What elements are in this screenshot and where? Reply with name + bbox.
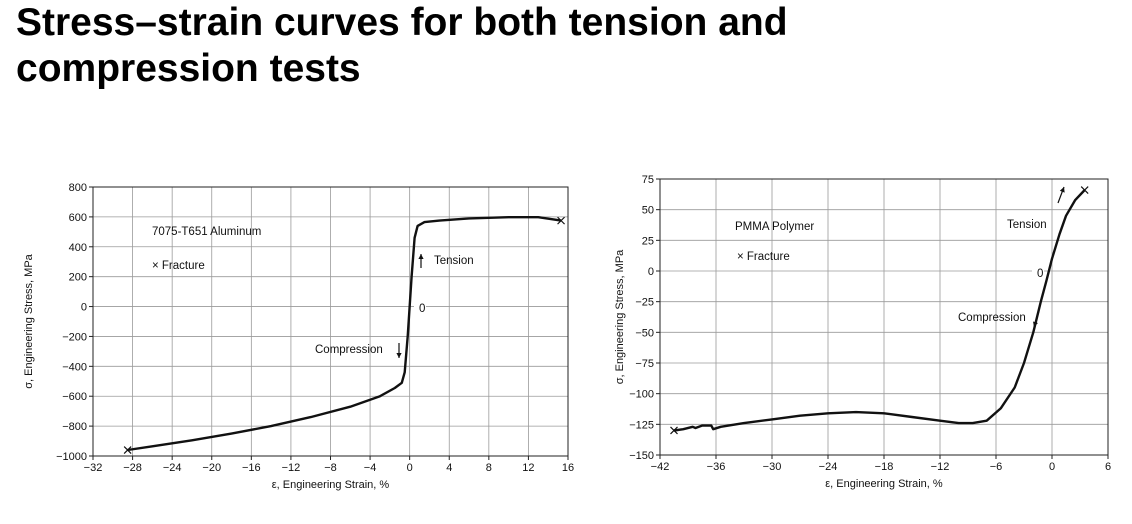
y-tick-label: 600 [69,212,87,224]
x-tick-label: −24 [819,461,838,473]
y-tick-label: −800 [62,421,87,433]
y-tick-label: 0 [81,302,87,314]
slide-title-line-1: Stress–strain curves for both tension an… [16,1,788,44]
slide-title: Stress–strain curves for both tension an… [16,0,1116,92]
x-axis-label: ε, Engineering Strain, % [272,479,390,491]
zero-label: 0 [419,303,425,315]
zero-label-bg [414,302,426,314]
x-tick-label: −42 [651,461,670,473]
y-axis-label: σ, Engineering Stress, MPa [23,253,35,388]
x-tick-label: −24 [163,462,182,474]
x-tick-label: −30 [763,461,782,473]
x-tick-label: −36 [707,461,726,473]
y-tick-label: −125 [629,419,654,431]
y-tick-label: 400 [69,242,87,254]
pmma-stress-strain-chart: −42 −36 −30 −24 −18 −12 −6 0 6 −150 −125 −100 −75 −50… [614,174,1111,490]
stress-strain-curve [673,189,1086,432]
x-tick-label: −20 [202,462,221,474]
x-tick-label: 12 [522,462,534,474]
tension-label: Tension [1007,219,1047,231]
y-tick-label: −400 [62,361,87,373]
fracture-legend: × Fracture [737,251,790,263]
x-tick-label: −4 [364,462,377,474]
fracture-marker [670,426,678,435]
fracture-legend: × Fracture [152,260,205,272]
tension-arrow-head [418,254,424,259]
x-tick-label: −32 [84,462,103,474]
x-axis-label: ε, Engineering Strain, % [825,478,943,490]
y-tick-label: 0 [648,266,654,278]
tension-label: Tension [434,255,474,267]
y-tick-label: 25 [642,235,654,247]
y-tick-label: −75 [635,358,654,370]
zero-label-bg [1032,267,1044,279]
material-label: PMMA Polymer [735,221,814,233]
x-tick-label: −16 [242,462,261,474]
y-tick-label: 50 [642,205,654,217]
tension-arrow-head [1059,187,1065,193]
material-label: 7075-T651 Aluminum [152,226,261,238]
stress-strain-curve [127,216,562,452]
y-tick-label: −100 [629,389,654,401]
x-tick-label: 0 [1049,461,1055,473]
slide-title-line-2: compression tests [16,47,361,90]
x-tick-label: 0 [407,462,413,474]
x-tick-label: −28 [123,462,142,474]
y-axis-label: σ, Engineering Stress, MPa [614,249,626,384]
y-tick-label: −150 [629,450,654,462]
y-tick-label: −1000 [56,451,87,463]
aluminum-stress-strain-chart: −32 −28 −24 −20 −16 −12 −8 −4 0 4 8 12 16 −1000 −800 −6… [23,182,574,491]
y-tick-label: 200 [69,272,87,284]
y-tick-label: 800 [69,182,87,194]
compression-arrow-head [396,353,402,358]
fracture-marker [557,216,565,225]
x-tick-label: −12 [282,462,301,474]
fracture-marker [1080,186,1089,194]
x-tick-label: −8 [324,462,337,474]
y-tick-label: −200 [62,331,87,343]
y-tick-label: −25 [635,297,654,309]
zero-label: 0 [1037,268,1043,280]
x-tick-label: −12 [931,461,950,473]
x-tick-label: 16 [562,462,574,474]
x-tick-label: 4 [446,462,452,474]
x-tick-label: 6 [1105,461,1111,473]
x-tick-label: −18 [875,461,894,473]
y-tick-label: −50 [635,327,654,339]
y-tick-label: 75 [642,174,654,186]
compression-label: Compression [315,344,383,356]
y-tick-label: −600 [62,391,87,403]
x-tick-label: −6 [990,461,1003,473]
compression-arrow-head [1033,321,1038,327]
compression-label: Compression [958,312,1026,324]
fracture-marker [123,446,132,454]
x-tick-label: 8 [486,462,492,474]
